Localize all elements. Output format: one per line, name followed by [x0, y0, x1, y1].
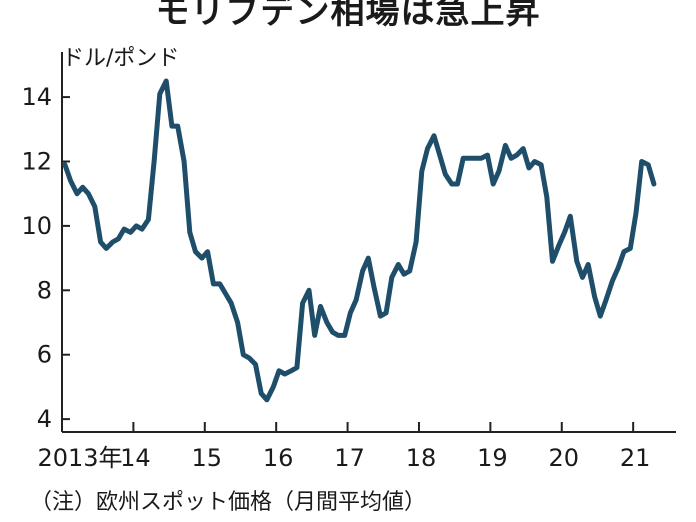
source-note: （注）欧州スポット価格（月間平均値） — [30, 490, 427, 515]
y-tick-label: 6 — [37, 341, 52, 369]
y-tick-label: 14 — [21, 83, 52, 111]
y-tick-label: 8 — [37, 276, 52, 304]
x-tick-label: 14 — [120, 444, 151, 472]
x-tick-label: 20 — [548, 444, 579, 472]
x-tick-label: 19 — [477, 444, 508, 472]
y-tick-label: 4 — [37, 405, 52, 433]
x-tick-label: 2013年 — [37, 444, 122, 472]
price-line — [62, 78, 657, 403]
y-tick-label: 10 — [21, 212, 52, 240]
x-tick-label: 16 — [263, 444, 294, 472]
y-tick-label: 12 — [21, 147, 52, 175]
x-tick-label: 21 — [620, 444, 651, 472]
y-axis-unit-label: ドル/ポンド — [62, 46, 180, 71]
price-series-layer — [62, 78, 657, 403]
x-tick-label: 18 — [406, 444, 437, 472]
x-tick-label: 15 — [192, 444, 223, 472]
x-tick-label: 17 — [334, 444, 365, 472]
chart-title: モリブデン相場は急上昇 — [155, 0, 541, 32]
